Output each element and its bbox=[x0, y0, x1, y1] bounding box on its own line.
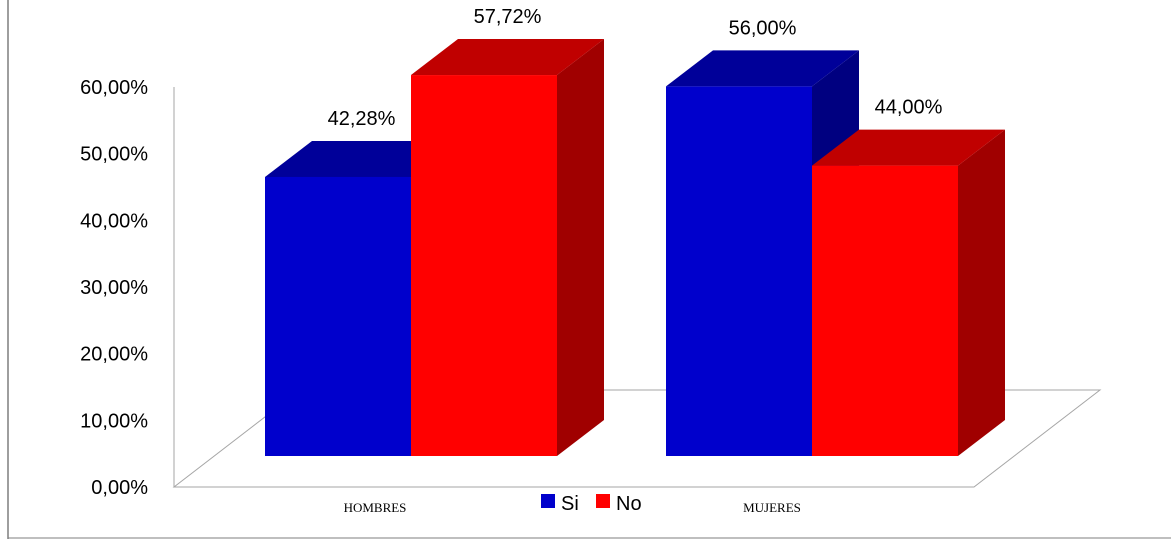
y-tick-label: 10,00% bbox=[80, 410, 148, 432]
legend-label: Si bbox=[561, 493, 579, 515]
legend-item-si: Si bbox=[541, 493, 579, 515]
legend-swatch bbox=[541, 494, 555, 508]
bar-top-face bbox=[666, 50, 859, 87]
bar-no-mujeres bbox=[812, 129, 1005, 456]
bars bbox=[265, 39, 1005, 457]
category-label: HOMBRES bbox=[344, 500, 407, 515]
data-label: 56,00% bbox=[729, 17, 797, 39]
y-tick-label: 20,00% bbox=[80, 344, 148, 366]
y-tick-labels: 0,00% 10,00% 20,00% 30,00% 40,00% 50,00% 60,00… bbox=[80, 77, 148, 499]
legend: Si No bbox=[541, 493, 642, 515]
axes bbox=[172, 87, 1102, 488]
bar-top-face bbox=[411, 39, 604, 76]
data-labels: 42,28% 57,72% 56,00% 44,00% bbox=[328, 6, 943, 130]
legend-swatch bbox=[596, 494, 610, 508]
bar-front-face bbox=[666, 86, 812, 457]
data-label: 57,72% bbox=[474, 6, 542, 28]
category-label: MUJERES bbox=[743, 500, 801, 515]
data-label: 42,28% bbox=[328, 108, 396, 130]
legend-label: No bbox=[616, 493, 642, 515]
bar-top-face bbox=[265, 140, 458, 177]
y-tick-label: 30,00% bbox=[80, 277, 148, 299]
y-tick-label: 0,00% bbox=[91, 477, 148, 499]
bar-top-face bbox=[812, 129, 1005, 166]
bar-no-hombres bbox=[411, 39, 604, 456]
bar-front-face bbox=[265, 176, 411, 456]
bar-front-face bbox=[812, 165, 958, 456]
y-tick-label: 50,00% bbox=[80, 144, 148, 166]
legend-item-no: No bbox=[596, 493, 642, 515]
bar-front-face bbox=[411, 75, 557, 456]
data-label: 44,00% bbox=[875, 97, 943, 119]
floor-plane bbox=[172, 389, 1102, 488]
bar-side-face bbox=[958, 129, 1005, 456]
bar-side-face bbox=[557, 39, 604, 456]
y-tick-label: 60,00% bbox=[80, 77, 148, 99]
y-tick-label: 40,00% bbox=[80, 210, 148, 232]
category-labels: HOMBRES MUJERES bbox=[344, 500, 801, 515]
